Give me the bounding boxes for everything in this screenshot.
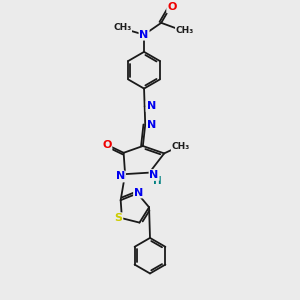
Text: N: N (140, 30, 149, 40)
Text: O: O (167, 2, 177, 13)
Text: N: N (149, 170, 159, 180)
Text: N: N (134, 188, 143, 197)
Text: N: N (147, 120, 156, 130)
Text: S: S (114, 213, 122, 223)
Text: O: O (102, 140, 111, 150)
Text: N: N (116, 172, 125, 182)
Text: H: H (153, 176, 162, 186)
Text: CH₃: CH₃ (172, 142, 190, 151)
Text: N: N (146, 101, 156, 111)
Text: CH₃: CH₃ (176, 26, 194, 35)
Text: CH₃: CH₃ (113, 23, 131, 32)
